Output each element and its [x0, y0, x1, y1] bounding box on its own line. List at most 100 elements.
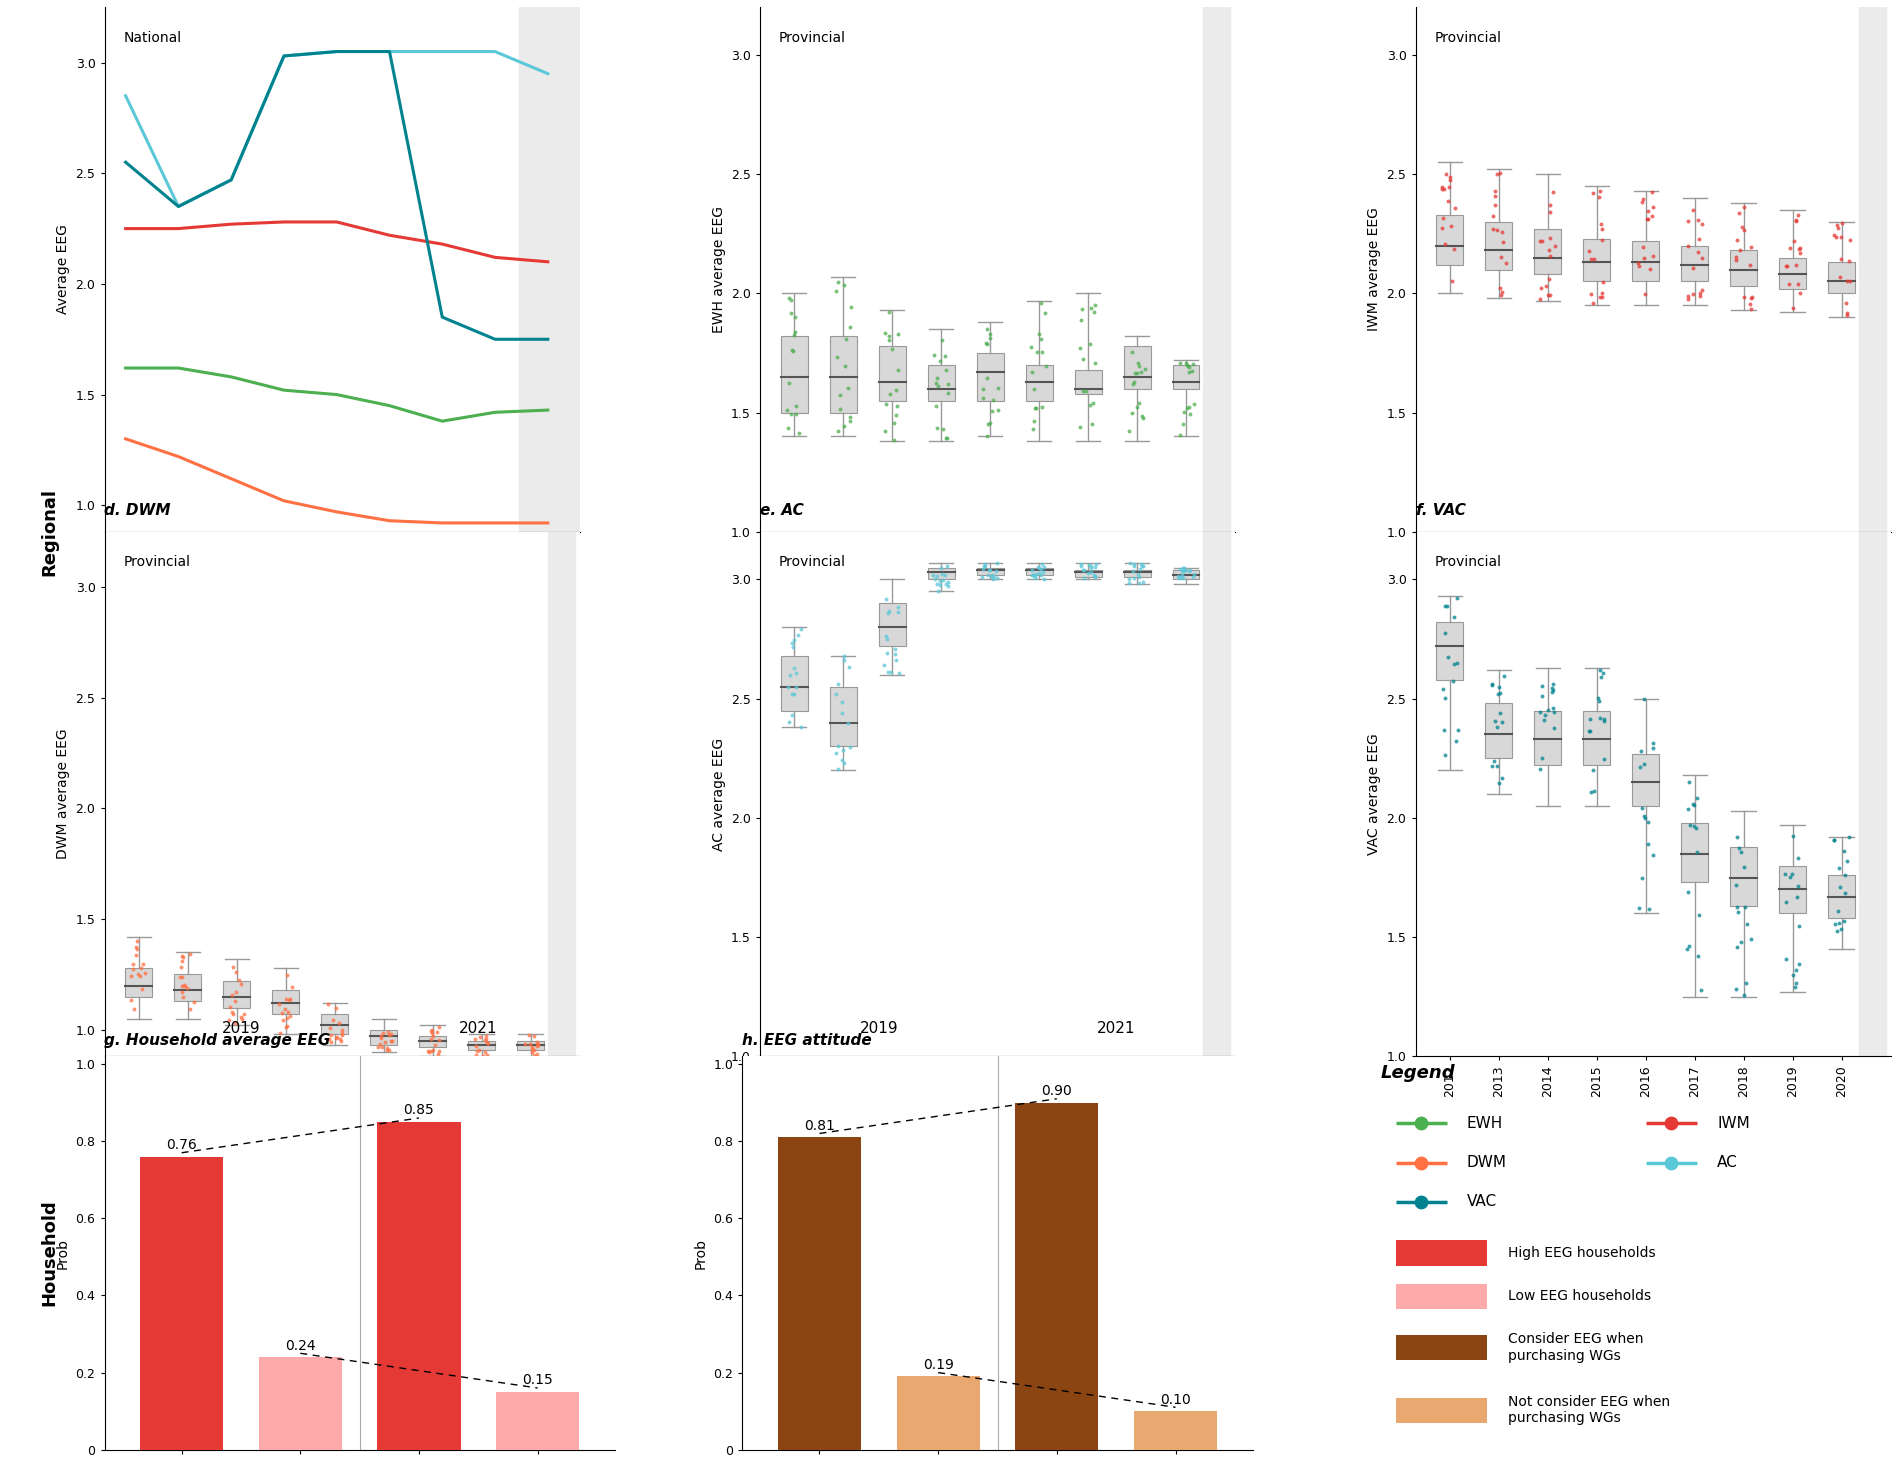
- Point: [787, 715, 817, 739]
- Point: [1626, 739, 1657, 762]
- Point: [1674, 934, 1704, 957]
- Point: [773, 676, 804, 699]
- Point: [1174, 360, 1205, 383]
- Point: [1427, 216, 1457, 239]
- Point: [773, 417, 804, 440]
- Point: [1484, 682, 1514, 705]
- Point: [521, 1030, 551, 1053]
- Point: [1632, 810, 1662, 833]
- Point: [1123, 562, 1153, 586]
- Point: [1776, 863, 1807, 886]
- Point: [1167, 557, 1197, 580]
- Point: [369, 1021, 399, 1045]
- Point: [1113, 420, 1144, 443]
- Bar: [1583, 239, 1609, 281]
- Point: [1575, 248, 1606, 271]
- Point: [1427, 176, 1457, 200]
- Point: [171, 975, 201, 998]
- Point: [1680, 794, 1710, 817]
- Bar: [467, 1040, 496, 1049]
- Text: f. VAC: f. VAC: [1416, 503, 1465, 519]
- Point: [870, 420, 901, 443]
- Point: [969, 552, 999, 576]
- Point: [1526, 758, 1556, 781]
- Bar: [224, 981, 251, 1008]
- Point: [1822, 217, 1852, 240]
- Point: [1484, 277, 1514, 300]
- Point: [1018, 377, 1049, 401]
- Point: [1488, 230, 1518, 254]
- Point: [1438, 606, 1469, 629]
- Point: [1079, 564, 1110, 587]
- Point: [416, 1027, 446, 1050]
- Point: [420, 1033, 450, 1056]
- Point: [462, 1039, 492, 1062]
- Point: [777, 635, 807, 659]
- Point: [217, 956, 247, 979]
- Bar: [496, 1391, 580, 1450]
- Text: EWH: EWH: [1467, 1116, 1503, 1131]
- Point: [781, 402, 811, 425]
- Point: [779, 657, 809, 680]
- Point: [1682, 787, 1712, 810]
- Point: [870, 587, 901, 610]
- Bar: [781, 656, 808, 711]
- Point: [925, 557, 956, 580]
- Point: [975, 326, 1005, 350]
- Bar: [878, 345, 906, 401]
- Point: [1737, 927, 1767, 950]
- Point: [1429, 178, 1459, 201]
- Text: h. EEG attitude: h. EEG attitude: [743, 1033, 872, 1048]
- Point: [1535, 200, 1566, 223]
- Point: [1731, 912, 1761, 935]
- Point: [1678, 198, 1708, 221]
- Point: [931, 554, 961, 577]
- Point: [978, 568, 1009, 592]
- Point: [1628, 236, 1659, 259]
- Point: [973, 332, 1003, 356]
- Point: [422, 1020, 452, 1043]
- Point: [834, 405, 864, 428]
- Point: [1026, 328, 1056, 351]
- Point: [830, 354, 861, 377]
- Point: [321, 997, 352, 1020]
- Point: [1721, 978, 1752, 1001]
- Point: [1537, 673, 1568, 696]
- Point: [1172, 396, 1203, 420]
- Text: 0.19: 0.19: [923, 1358, 954, 1372]
- Text: 2019: 2019: [222, 1021, 260, 1036]
- Text: Legend: Legend: [1379, 1064, 1455, 1083]
- Point: [1672, 208, 1702, 232]
- Point: [218, 989, 249, 1013]
- Point: [522, 1034, 553, 1058]
- Point: [218, 1011, 249, 1034]
- Point: [967, 565, 998, 589]
- Point: [1434, 175, 1465, 198]
- Text: AC: AC: [1718, 1155, 1739, 1170]
- Point: [274, 988, 304, 1011]
- Point: [1780, 254, 1811, 277]
- Point: [1129, 357, 1159, 380]
- Point: [821, 280, 851, 303]
- Point: [1832, 270, 1862, 293]
- Bar: [1436, 214, 1463, 265]
- Point: [226, 972, 256, 995]
- Point: [1024, 561, 1055, 584]
- Point: [870, 624, 901, 647]
- Text: Provincial: Provincial: [779, 555, 846, 570]
- Point: [1826, 265, 1856, 288]
- Point: [933, 574, 963, 597]
- Point: [777, 632, 807, 656]
- Point: [1830, 909, 1860, 932]
- Point: [825, 398, 855, 421]
- Point: [1066, 552, 1096, 576]
- Point: [1528, 229, 1558, 252]
- Point: [1535, 243, 1566, 267]
- Point: [469, 1029, 500, 1052]
- Point: [1537, 679, 1568, 702]
- Point: [1630, 281, 1661, 305]
- Point: [1018, 417, 1049, 440]
- Point: [977, 399, 1007, 423]
- Point: [1438, 237, 1469, 261]
- Point: [519, 1024, 549, 1048]
